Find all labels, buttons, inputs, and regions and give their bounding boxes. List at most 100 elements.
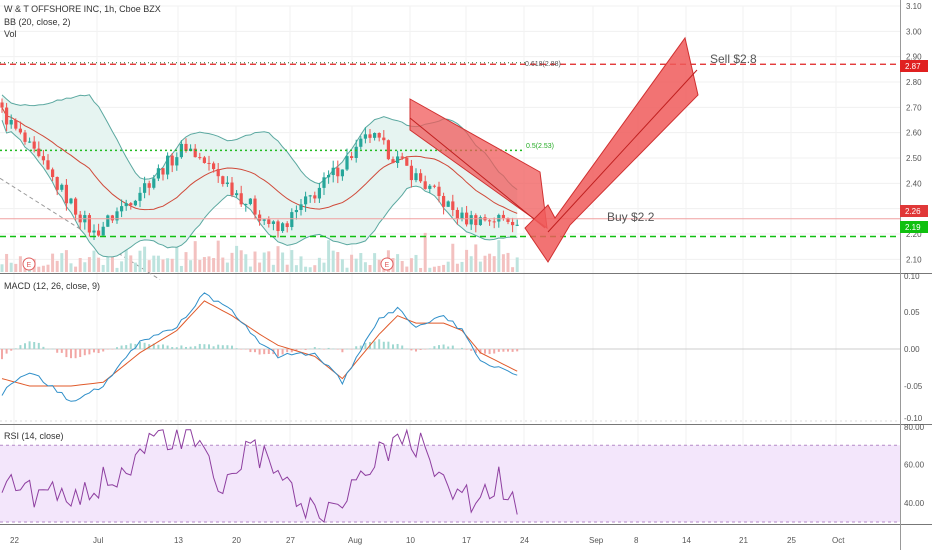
candle-body[interactable] — [69, 198, 73, 204]
candle-body[interactable] — [138, 192, 142, 201]
candle-body[interactable] — [377, 132, 381, 138]
candle-body[interactable] — [230, 182, 234, 196]
candle-body[interactable] — [317, 187, 321, 199]
candle-body[interactable] — [488, 220, 492, 222]
earnings-marker[interactable]: E — [380, 257, 394, 271]
candle-body[interactable] — [46, 160, 50, 170]
candle-body[interactable] — [382, 137, 386, 141]
candle-body[interactable] — [451, 201, 455, 210]
candle-body[interactable] — [41, 156, 45, 161]
candle-body[interactable] — [497, 214, 501, 222]
candle-body[interactable] — [474, 215, 478, 226]
candle-body[interactable] — [327, 175, 331, 178]
candle-body[interactable] — [428, 185, 432, 189]
candle-body[interactable] — [294, 209, 298, 213]
drawings[interactable] — [409, 36, 699, 263]
candle-body[interactable] — [170, 155, 174, 166]
candle-body[interactable] — [492, 221, 496, 223]
candle-body[interactable] — [244, 204, 248, 206]
candle-body[interactable] — [304, 196, 308, 205]
candle-body[interactable] — [308, 195, 312, 197]
candle-body[interactable] — [409, 165, 413, 181]
candle-body[interactable] — [414, 173, 418, 181]
candle-body[interactable] — [5, 107, 9, 125]
sell-text[interactable]: Sell $2.8 — [710, 52, 757, 66]
candle-body[interactable] — [515, 224, 519, 226]
time-axis[interactable]: 22 Jul 13 20 27 Aug 10 17 24 Sep 8 14 21 25 Oct — [10, 536, 845, 545]
candle-body[interactable] — [124, 203, 128, 207]
buy-text[interactable]: Buy $2.2 — [607, 210, 655, 224]
candle-body[interactable] — [184, 143, 188, 151]
candle-body[interactable] — [225, 182, 229, 185]
candle-body[interactable] — [396, 156, 400, 164]
candle-body[interactable] — [14, 119, 18, 129]
rsi-line[interactable] — [1, 428, 518, 523]
candle-body[interactable] — [198, 157, 202, 159]
candle-body[interactable] — [345, 156, 349, 170]
candle-body[interactable] — [32, 141, 36, 149]
candle-body[interactable] — [442, 196, 446, 207]
candle-body[interactable] — [166, 155, 170, 175]
candle-body[interactable] — [235, 193, 239, 196]
candle-body[interactable] — [216, 169, 220, 177]
candle-body[interactable] — [267, 219, 271, 224]
candle-body[interactable] — [0, 102, 4, 108]
candle-body[interactable] — [51, 169, 55, 178]
candle-body[interactable] — [423, 181, 427, 189]
rsi-pane[interactable] — [0, 428, 900, 523]
projection-arrow[interactable] — [524, 36, 699, 263]
candle-body[interactable] — [101, 226, 105, 236]
candle-body[interactable] — [419, 173, 423, 182]
candle-body[interactable] — [391, 159, 395, 164]
candle-body[interactable] — [221, 176, 225, 185]
earnings-marker[interactable]: E — [22, 257, 36, 271]
candle-body[interactable] — [161, 168, 165, 175]
candle-body[interactable] — [23, 132, 27, 142]
candle-body[interactable] — [331, 167, 335, 176]
candle-body[interactable] — [18, 128, 22, 133]
candle-body[interactable] — [207, 162, 211, 164]
candle-body[interactable] — [143, 183, 147, 193]
candle-body[interactable] — [501, 214, 505, 218]
candle-body[interactable] — [437, 186, 441, 197]
candle-body[interactable] — [87, 215, 91, 233]
candle-body[interactable] — [156, 168, 160, 179]
vol-indicator-title[interactable]: Vol — [4, 29, 17, 39]
candle-body[interactable] — [262, 219, 266, 221]
candle-body[interactable] — [350, 156, 354, 159]
candle-body[interactable] — [373, 132, 377, 138]
candle-body[interactable] — [74, 198, 78, 215]
candle-body[interactable] — [60, 184, 64, 190]
candle-body[interactable] — [368, 134, 372, 138]
candle-body[interactable] — [133, 200, 137, 206]
candle-body[interactable] — [354, 146, 358, 159]
candle-body[interactable] — [363, 134, 367, 139]
candle-body[interactable] — [253, 198, 257, 215]
candle-body[interactable] — [336, 167, 340, 177]
candle-body[interactable] — [28, 141, 32, 143]
candle-body[interactable] — [97, 230, 101, 236]
candle-body[interactable] — [405, 157, 409, 166]
candle-body[interactable] — [92, 230, 96, 233]
candle-body[interactable] — [469, 215, 473, 225]
candle-body[interactable] — [120, 206, 124, 212]
candle-body[interactable] — [386, 140, 390, 160]
candle-body[interactable] — [239, 193, 243, 205]
candle-body[interactable] — [281, 223, 285, 232]
macd-line[interactable] — [1, 292, 518, 402]
candle-body[interactable] — [446, 201, 450, 207]
candle-body[interactable] — [110, 215, 114, 221]
candle-body[interactable] — [271, 221, 275, 224]
candle-body[interactable] — [340, 169, 344, 177]
horizontal-levels[interactable] — [0, 62, 900, 238]
bb-indicator-title[interactable]: BB (20, close, 2) — [4, 17, 71, 27]
candle-body[interactable] — [202, 157, 206, 163]
candle-body[interactable] — [9, 119, 13, 125]
candle-body[interactable] — [147, 183, 151, 188]
symbol-title[interactable]: W & T OFFSHORE INC, 1h, Cboe BZX — [4, 4, 161, 14]
candle-body[interactable] — [106, 215, 110, 227]
rsi-title[interactable]: RSI (14, close) — [4, 431, 64, 441]
candle-body[interactable] — [313, 195, 317, 199]
